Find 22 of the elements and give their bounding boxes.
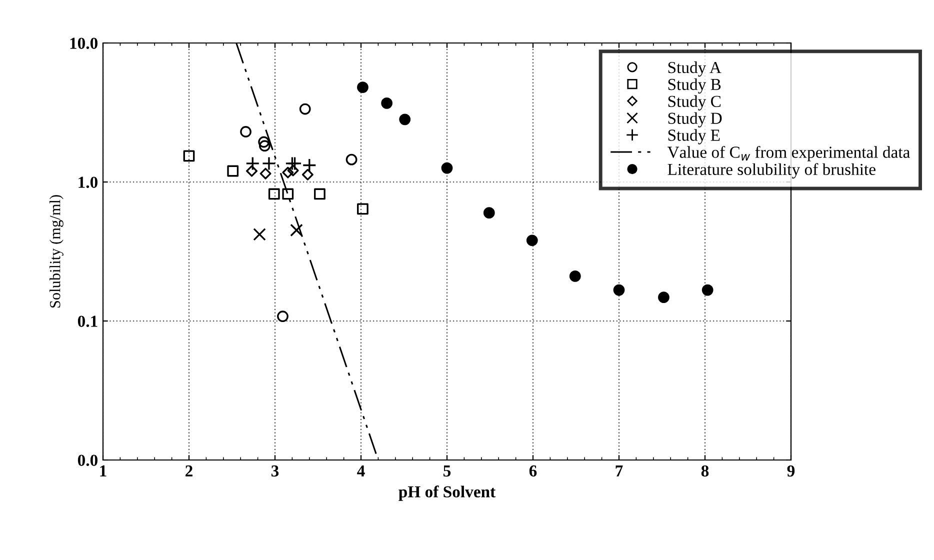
y-tick-label: 0.1 [78, 316, 98, 328]
x-tick-label: 2 [186, 465, 192, 476]
x-tick-label: 7 [616, 466, 623, 476]
legend-label: Study B [668, 78, 721, 94]
x-tick-label: 9 [787, 465, 795, 477]
y-tick-label: 1.0 [78, 176, 98, 188]
x-axis-title: pH of Solvent [398, 486, 496, 501]
x-tick-label: 4 [357, 465, 365, 476]
legend-label: Literature solubility of brushite [668, 163, 876, 178]
x-tick-label: 1 [100, 465, 106, 476]
legend-label: Value of C$_{w}$ from experimental data [667, 146, 910, 162]
legend-label: Study E [668, 129, 720, 144]
legend-label: Study A [668, 61, 722, 77]
x-tick-label: 5 [444, 466, 451, 477]
x-tick-label: 3 [271, 465, 279, 477]
legend-label: Study D [668, 112, 722, 128]
y-tick-label: 10.0 [70, 38, 98, 50]
x-tick-label: 6 [529, 465, 537, 477]
legend-label: Study C [668, 95, 721, 110]
y-axis-title: Solubility (mg/ml) [50, 195, 64, 308]
x-tick-label: 8 [701, 465, 709, 477]
y-tick-label: 0.0 [78, 454, 98, 466]
